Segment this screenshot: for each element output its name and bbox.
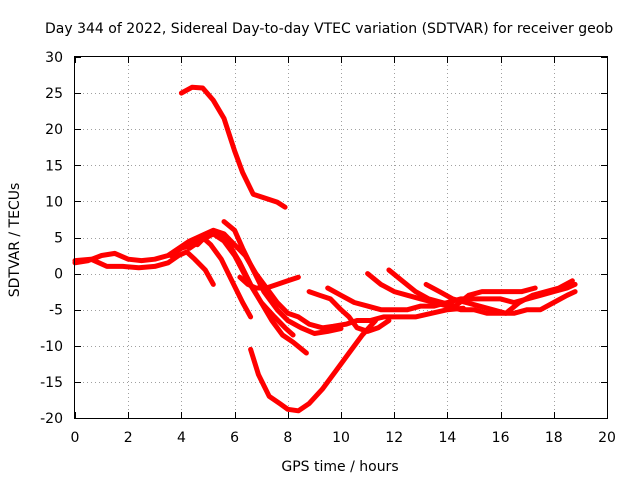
series-line-sat-g <box>221 219 344 336</box>
y-tick-label: 25 <box>45 86 63 102</box>
y-tick-label: -10 <box>40 339 63 355</box>
grid-layer <box>75 57 607 418</box>
y-tick-label: 0 <box>54 267 63 283</box>
series-line-sat-h <box>237 274 301 291</box>
y-tick-label: -5 <box>49 303 63 319</box>
x-tick-label: 0 <box>71 430 80 446</box>
x-tick-label: 2 <box>124 430 133 446</box>
y-tick-label: 5 <box>54 231 63 247</box>
x-tick-label: 8 <box>283 430 292 446</box>
y-tick-label: -15 <box>40 375 63 391</box>
plot-frame <box>74 56 608 419</box>
y-tick-label: 10 <box>45 194 63 210</box>
x-tick-label: 16 <box>492 430 510 446</box>
x-tick-label: 18 <box>545 430 563 446</box>
chart-title: Day 344 of 2022, Sidereal Day-to-day VTE… <box>45 21 613 37</box>
series-layer <box>72 84 578 414</box>
y-axis-label: SDTVAR / TECUs <box>7 183 23 298</box>
series-line-sat-n <box>423 278 575 316</box>
x-tick-label: 20 <box>598 430 616 446</box>
series-line-sat-j <box>306 289 392 334</box>
ticks-layer <box>75 57 608 419</box>
x-tick-labels: 0 2 4 6 8 10 12 14 16 18 20 <box>71 430 616 446</box>
x-tick-label: 10 <box>332 430 350 446</box>
series-line-sat-d <box>72 249 216 287</box>
x-tick-label: 12 <box>385 430 403 446</box>
series-line-sat-l <box>365 271 578 316</box>
y-tick-label: 15 <box>45 158 63 174</box>
x-tick-label: 4 <box>177 430 186 446</box>
y-tick-label: 20 <box>45 122 63 138</box>
x-tick-label: 14 <box>438 430 456 446</box>
series-line-sat-c <box>168 235 254 320</box>
series-line-sat-a <box>178 84 288 210</box>
y-tick-labels: -20 -15 -10 -5 0 5 10 15 20 25 30 <box>40 50 63 427</box>
y-tick-label: -20 <box>40 411 63 427</box>
x-tick-label: 6 <box>230 430 239 446</box>
x-axis-label: GPS time / hours <box>281 459 398 475</box>
series-line-sat-i <box>248 318 379 414</box>
y-tick-label: 30 <box>45 50 63 66</box>
